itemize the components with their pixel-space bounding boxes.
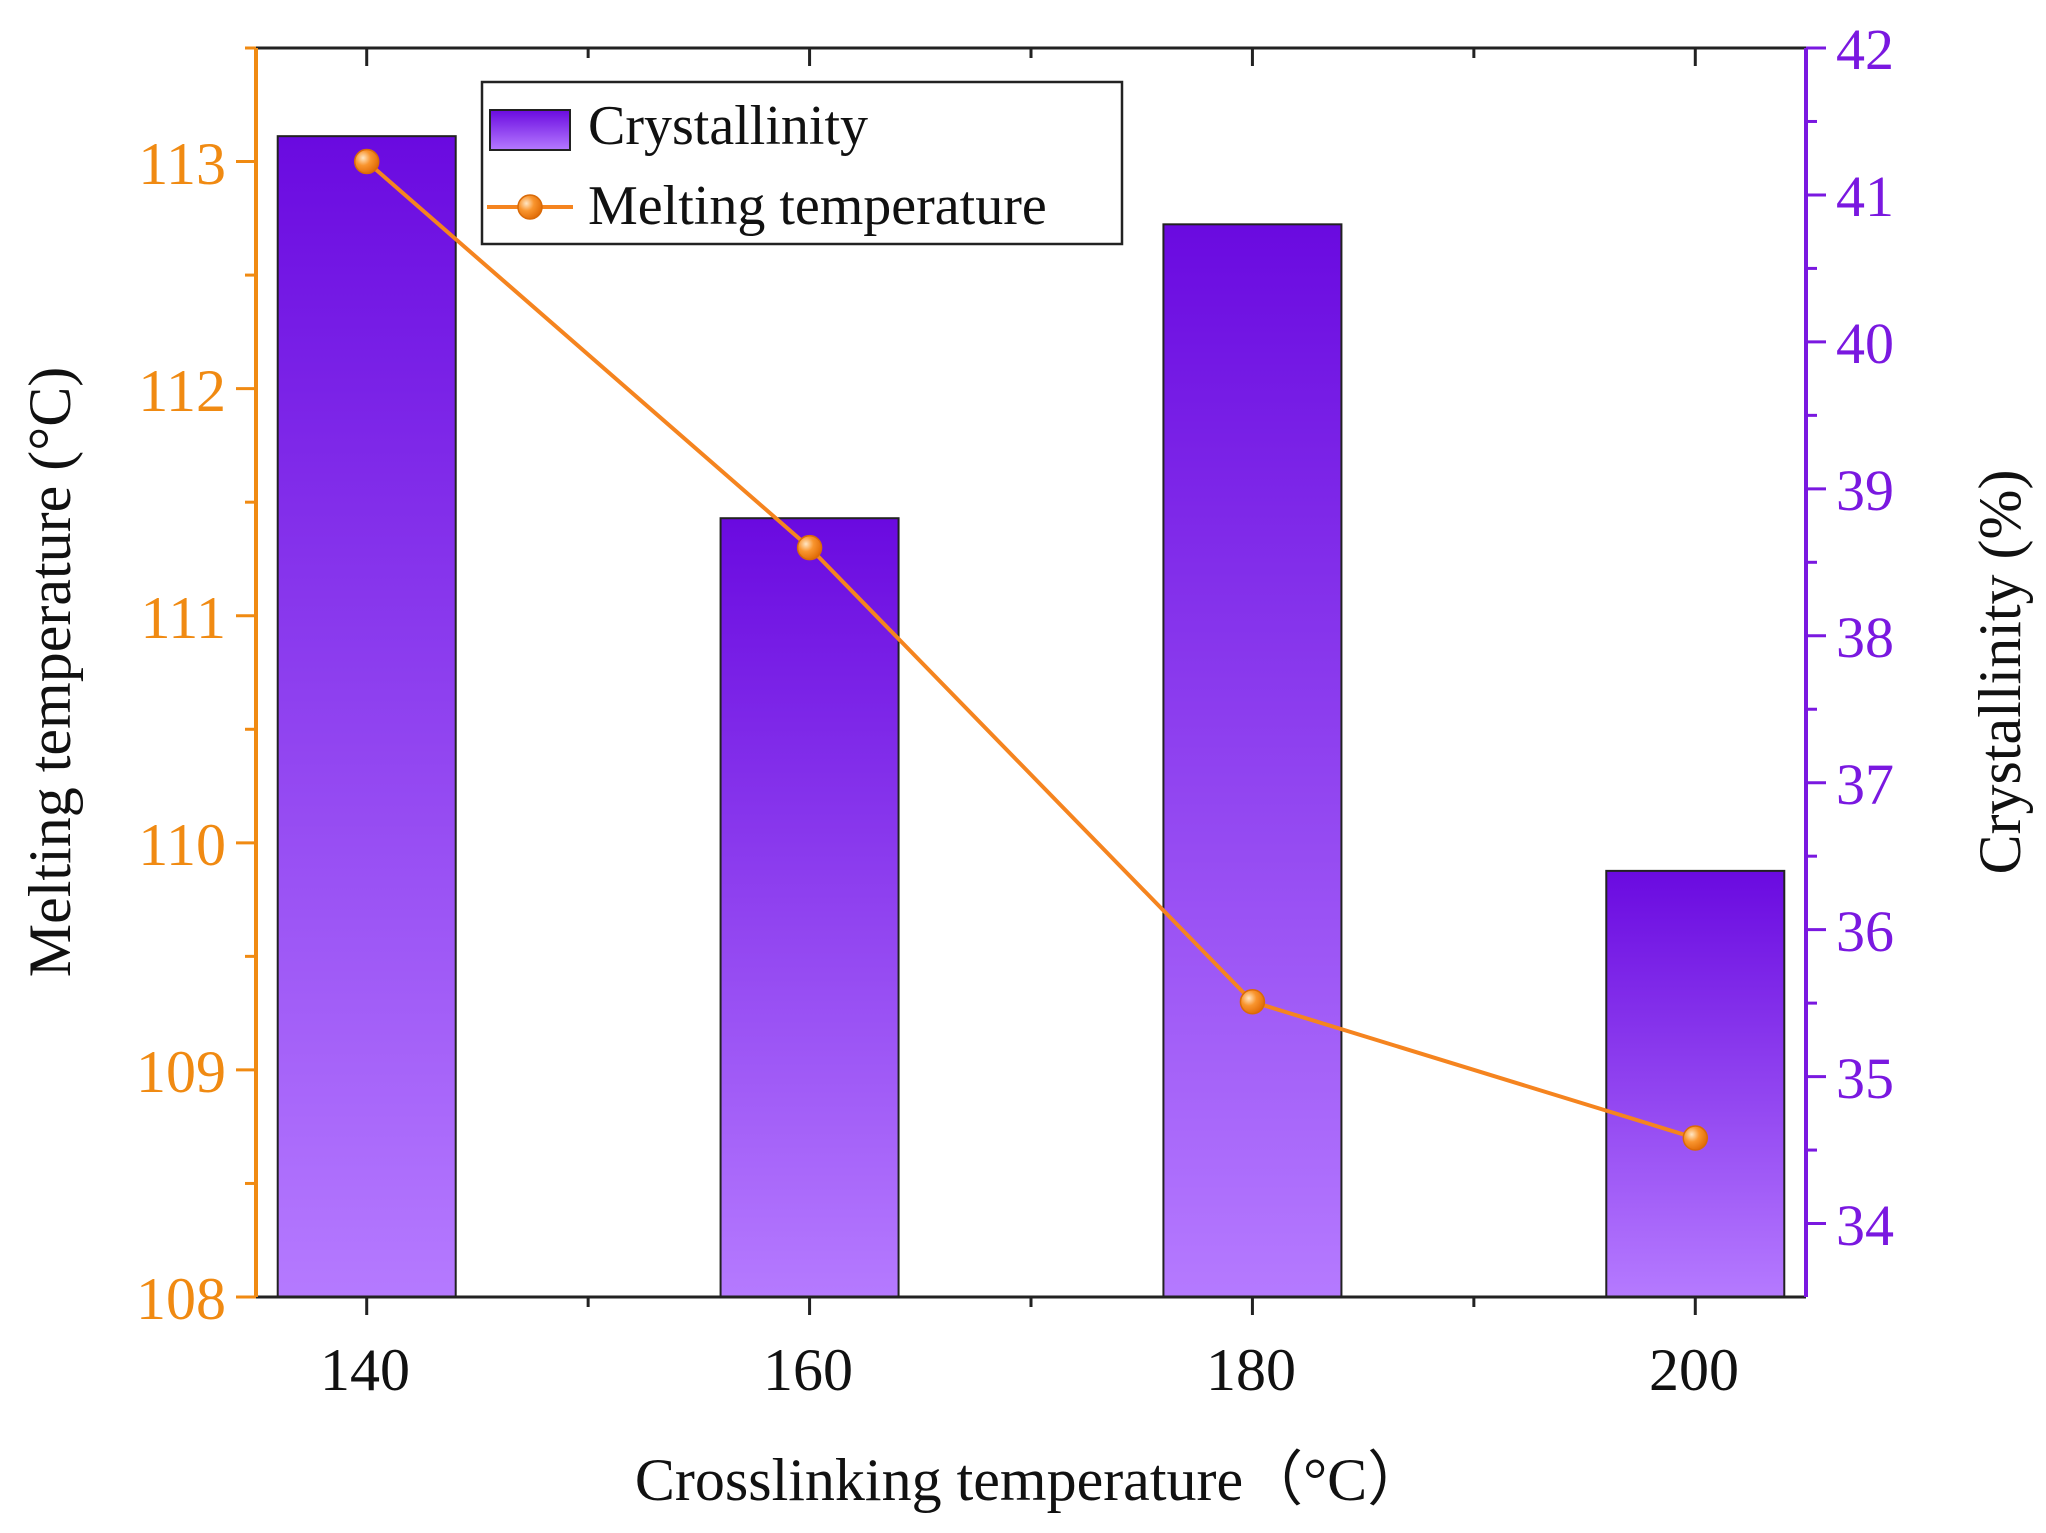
right-axis-title: Crystallinity (%) <box>1967 470 2033 875</box>
left-tick-label: 112 <box>138 358 226 424</box>
point-melting-temperature-200 <box>1682 1125 1709 1151</box>
point-melting-temperature-180 <box>1239 989 1266 1015</box>
left-tick-label: 113 <box>138 131 226 197</box>
legend: Crystallinity Melting temperature <box>480 80 1124 246</box>
left-axis-title: Melting temperature (°C) <box>17 367 83 977</box>
point-melting-temperature-160 <box>796 534 823 561</box>
bar-crystallinity-160 <box>719 517 900 1298</box>
x-tick-label: 160 <box>763 1337 853 1403</box>
bar-crystallinity-200 <box>1605 869 1786 1299</box>
point-melting-temperature-140 <box>353 148 380 175</box>
left-tick-label: 111 <box>140 585 226 651</box>
right-tick-label: 34 <box>1836 1193 1894 1258</box>
right-tick-label: 42 <box>1836 17 1894 82</box>
legend-label-melting-temperature: Melting temperature <box>588 175 1047 237</box>
x-tick-label: 180 <box>1206 1337 1296 1403</box>
right-tick-label: 35 <box>1836 1046 1894 1111</box>
x-tick-label: 200 <box>1649 1337 1739 1403</box>
right-tick-labels: 34 35 36 37 38 39 40 41 42 <box>1836 17 1894 1258</box>
bar-crystallinity-180 <box>1162 223 1343 1298</box>
legend-label-crystallinity: Crystallinity <box>588 95 868 157</box>
bar-crystallinity-140 <box>276 135 457 1299</box>
right-tick-label: 39 <box>1836 458 1894 523</box>
right-tick-label: 41 <box>1836 164 1894 229</box>
bars-layer <box>276 135 1786 1299</box>
right-tick-label: 37 <box>1836 752 1894 817</box>
legend-swatch-marker <box>517 194 543 220</box>
left-tick-label: 109 <box>136 1039 226 1105</box>
ticks-layer <box>236 46 1826 1315</box>
line-layer <box>353 148 1709 1151</box>
right-tick-label: 40 <box>1836 311 1894 376</box>
x-tick-labels: 140 160 180 200 <box>320 1337 1739 1403</box>
right-tick-label: 36 <box>1836 899 1894 964</box>
right-tick-label: 38 <box>1836 605 1894 670</box>
left-tick-label: 108 <box>136 1266 226 1332</box>
x-axis-title: Crosslinking temperature（°C） <box>635 1447 1427 1513</box>
left-tick-labels: 108 109 110 111 112 113 <box>136 131 226 1332</box>
legend-swatch-crystallinity <box>489 109 571 151</box>
series-line-melting-temperature <box>365 160 1696 1140</box>
x-tick-label: 140 <box>320 1337 410 1403</box>
left-tick-label: 110 <box>138 812 226 878</box>
legend-box <box>480 80 1124 246</box>
